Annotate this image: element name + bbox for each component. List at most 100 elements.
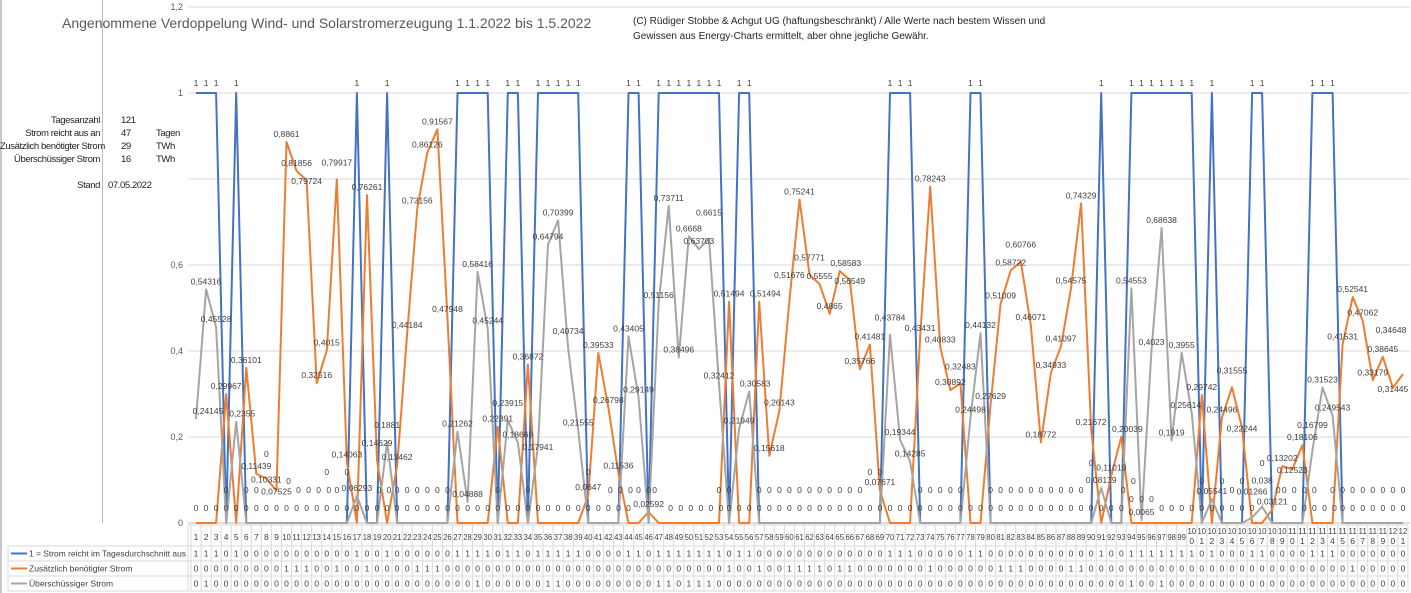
table-header-day: 12: [1399, 526, 1408, 536]
table-cell: 0: [767, 564, 772, 574]
data-label: 0,29967: [211, 381, 242, 391]
data-label: 0,40734: [553, 326, 584, 336]
data-label: 0,76261: [352, 182, 383, 192]
data-label: 0: [405, 485, 410, 495]
table-cell: 0: [1028, 579, 1033, 589]
table-cell: 0: [1079, 549, 1084, 559]
data-label: 0,81856: [281, 158, 312, 168]
table-cell: 0: [244, 549, 249, 559]
data-label: 0: [1018, 485, 1023, 495]
table-cell: 1: [1139, 549, 1144, 559]
table-cell: 1: [1099, 549, 1104, 559]
data-label: 0,29149: [623, 385, 654, 395]
data-label: 1: [1149, 78, 1154, 88]
table-cell: 0: [1230, 579, 1235, 589]
data-label: 0: [274, 503, 279, 513]
data-label: 0: [1370, 503, 1375, 513]
table-cell: 0: [385, 564, 390, 574]
table-header-day: 16: [343, 532, 352, 542]
stat-unit: TWh: [156, 141, 175, 152]
table-cell: 0: [345, 564, 350, 574]
data-label: 0: [556, 503, 561, 513]
data-label: 0,02592: [633, 499, 664, 509]
table-cell: 0: [676, 579, 681, 589]
data-label: 0,34648: [1376, 325, 1407, 335]
data-label: 0: [304, 503, 309, 513]
table-cell: 0: [1280, 549, 1285, 559]
table-header-day: 96: [1147, 532, 1156, 542]
table-cell: 0: [1059, 579, 1064, 589]
table-header-day: 66: [845, 532, 854, 542]
table-cell: 0: [1350, 549, 1355, 559]
stat-label: Zusätzlich benötigter Strom: [0, 141, 105, 152]
table-header-day: 43: [614, 532, 623, 542]
table-header-day: 31: [493, 532, 502, 542]
chart-title: Angenommene Verdoppelung Wind- und Solar…: [62, 15, 592, 31]
table-cell: 1: [727, 564, 732, 574]
table-header-day: 34: [524, 532, 533, 542]
table-cell: 0: [1391, 579, 1396, 589]
table-cell: 1: [1129, 549, 1134, 559]
data-label: 0,05541: [1196, 486, 1227, 496]
table-header-day: 33: [514, 532, 523, 542]
table-cell: 0: [1240, 579, 1245, 589]
table-header-day: 10: [1258, 526, 1267, 536]
data-label: 0,16799: [1297, 420, 1328, 430]
table-cell: 1: [1018, 564, 1023, 574]
table-cell: 1: [626, 549, 631, 559]
table-cell: 0: [395, 579, 400, 589]
data-label: 1: [666, 78, 671, 88]
table-header-day: 94: [1127, 532, 1136, 542]
table-cell: 0: [938, 579, 943, 589]
table-cell: 0: [526, 549, 531, 559]
table-cell: 0: [214, 579, 219, 589]
legend-label: Überschüssiger Strom: [29, 579, 113, 589]
table-cell: 1: [475, 549, 480, 559]
table-cell: 0: [1139, 564, 1144, 574]
table-cell: 0: [244, 579, 249, 589]
table-header-day: 97: [1157, 532, 1166, 542]
table-cell: 1: [888, 549, 893, 559]
table-cell: 1: [1079, 564, 1084, 574]
data-label: 0: [355, 503, 360, 513]
table-header-day: 80: [986, 532, 995, 542]
data-label: 1: [978, 78, 983, 88]
data-label: 1: [697, 78, 702, 88]
table-header-day: 40: [584, 532, 593, 542]
table-cell: 1: [234, 549, 239, 559]
data-label: 0: [1039, 485, 1044, 495]
data-label: 1: [465, 78, 470, 88]
table-cell: 0: [1149, 579, 1154, 589]
table-header-day: 85: [1037, 532, 1046, 542]
data-label: 0,32483: [945, 361, 976, 371]
table-header-day: 38: [564, 532, 573, 542]
table-cell: 0: [274, 579, 279, 589]
table-cell: 0: [1320, 564, 1325, 574]
table-header-day: 35: [534, 532, 543, 542]
table-cell: 1: [425, 564, 430, 574]
data-label: 0: [1391, 485, 1396, 495]
data-label: 0: [254, 503, 259, 513]
data-label: 1: [485, 78, 490, 88]
data-label: 0: [1028, 485, 1033, 495]
table-cell: 0: [988, 579, 993, 589]
data-label: 0,43431: [905, 323, 936, 333]
table-cell: 0: [1340, 579, 1345, 589]
table-cell: 0: [978, 579, 983, 589]
table-cell: 0: [938, 564, 943, 574]
data-label: 0,30892: [935, 377, 966, 387]
y-tick-label: 0: [178, 518, 183, 528]
table-header-day: 36: [544, 532, 553, 542]
table-cell: 0: [998, 579, 1003, 589]
table-cell: 0: [837, 579, 842, 589]
table-header-day: 11: [292, 532, 301, 542]
data-label: 1: [1260, 78, 1265, 88]
table-cell: 0: [1391, 564, 1396, 574]
stat-value: 16: [121, 154, 131, 165]
table-cell: 1: [666, 579, 671, 589]
data-label: 0,3955: [1169, 340, 1195, 350]
data-label: 0: [1340, 503, 1345, 513]
table-cell: 0: [1300, 564, 1305, 574]
table-cell: 0: [787, 579, 792, 589]
data-label: 0,14063: [332, 450, 363, 460]
